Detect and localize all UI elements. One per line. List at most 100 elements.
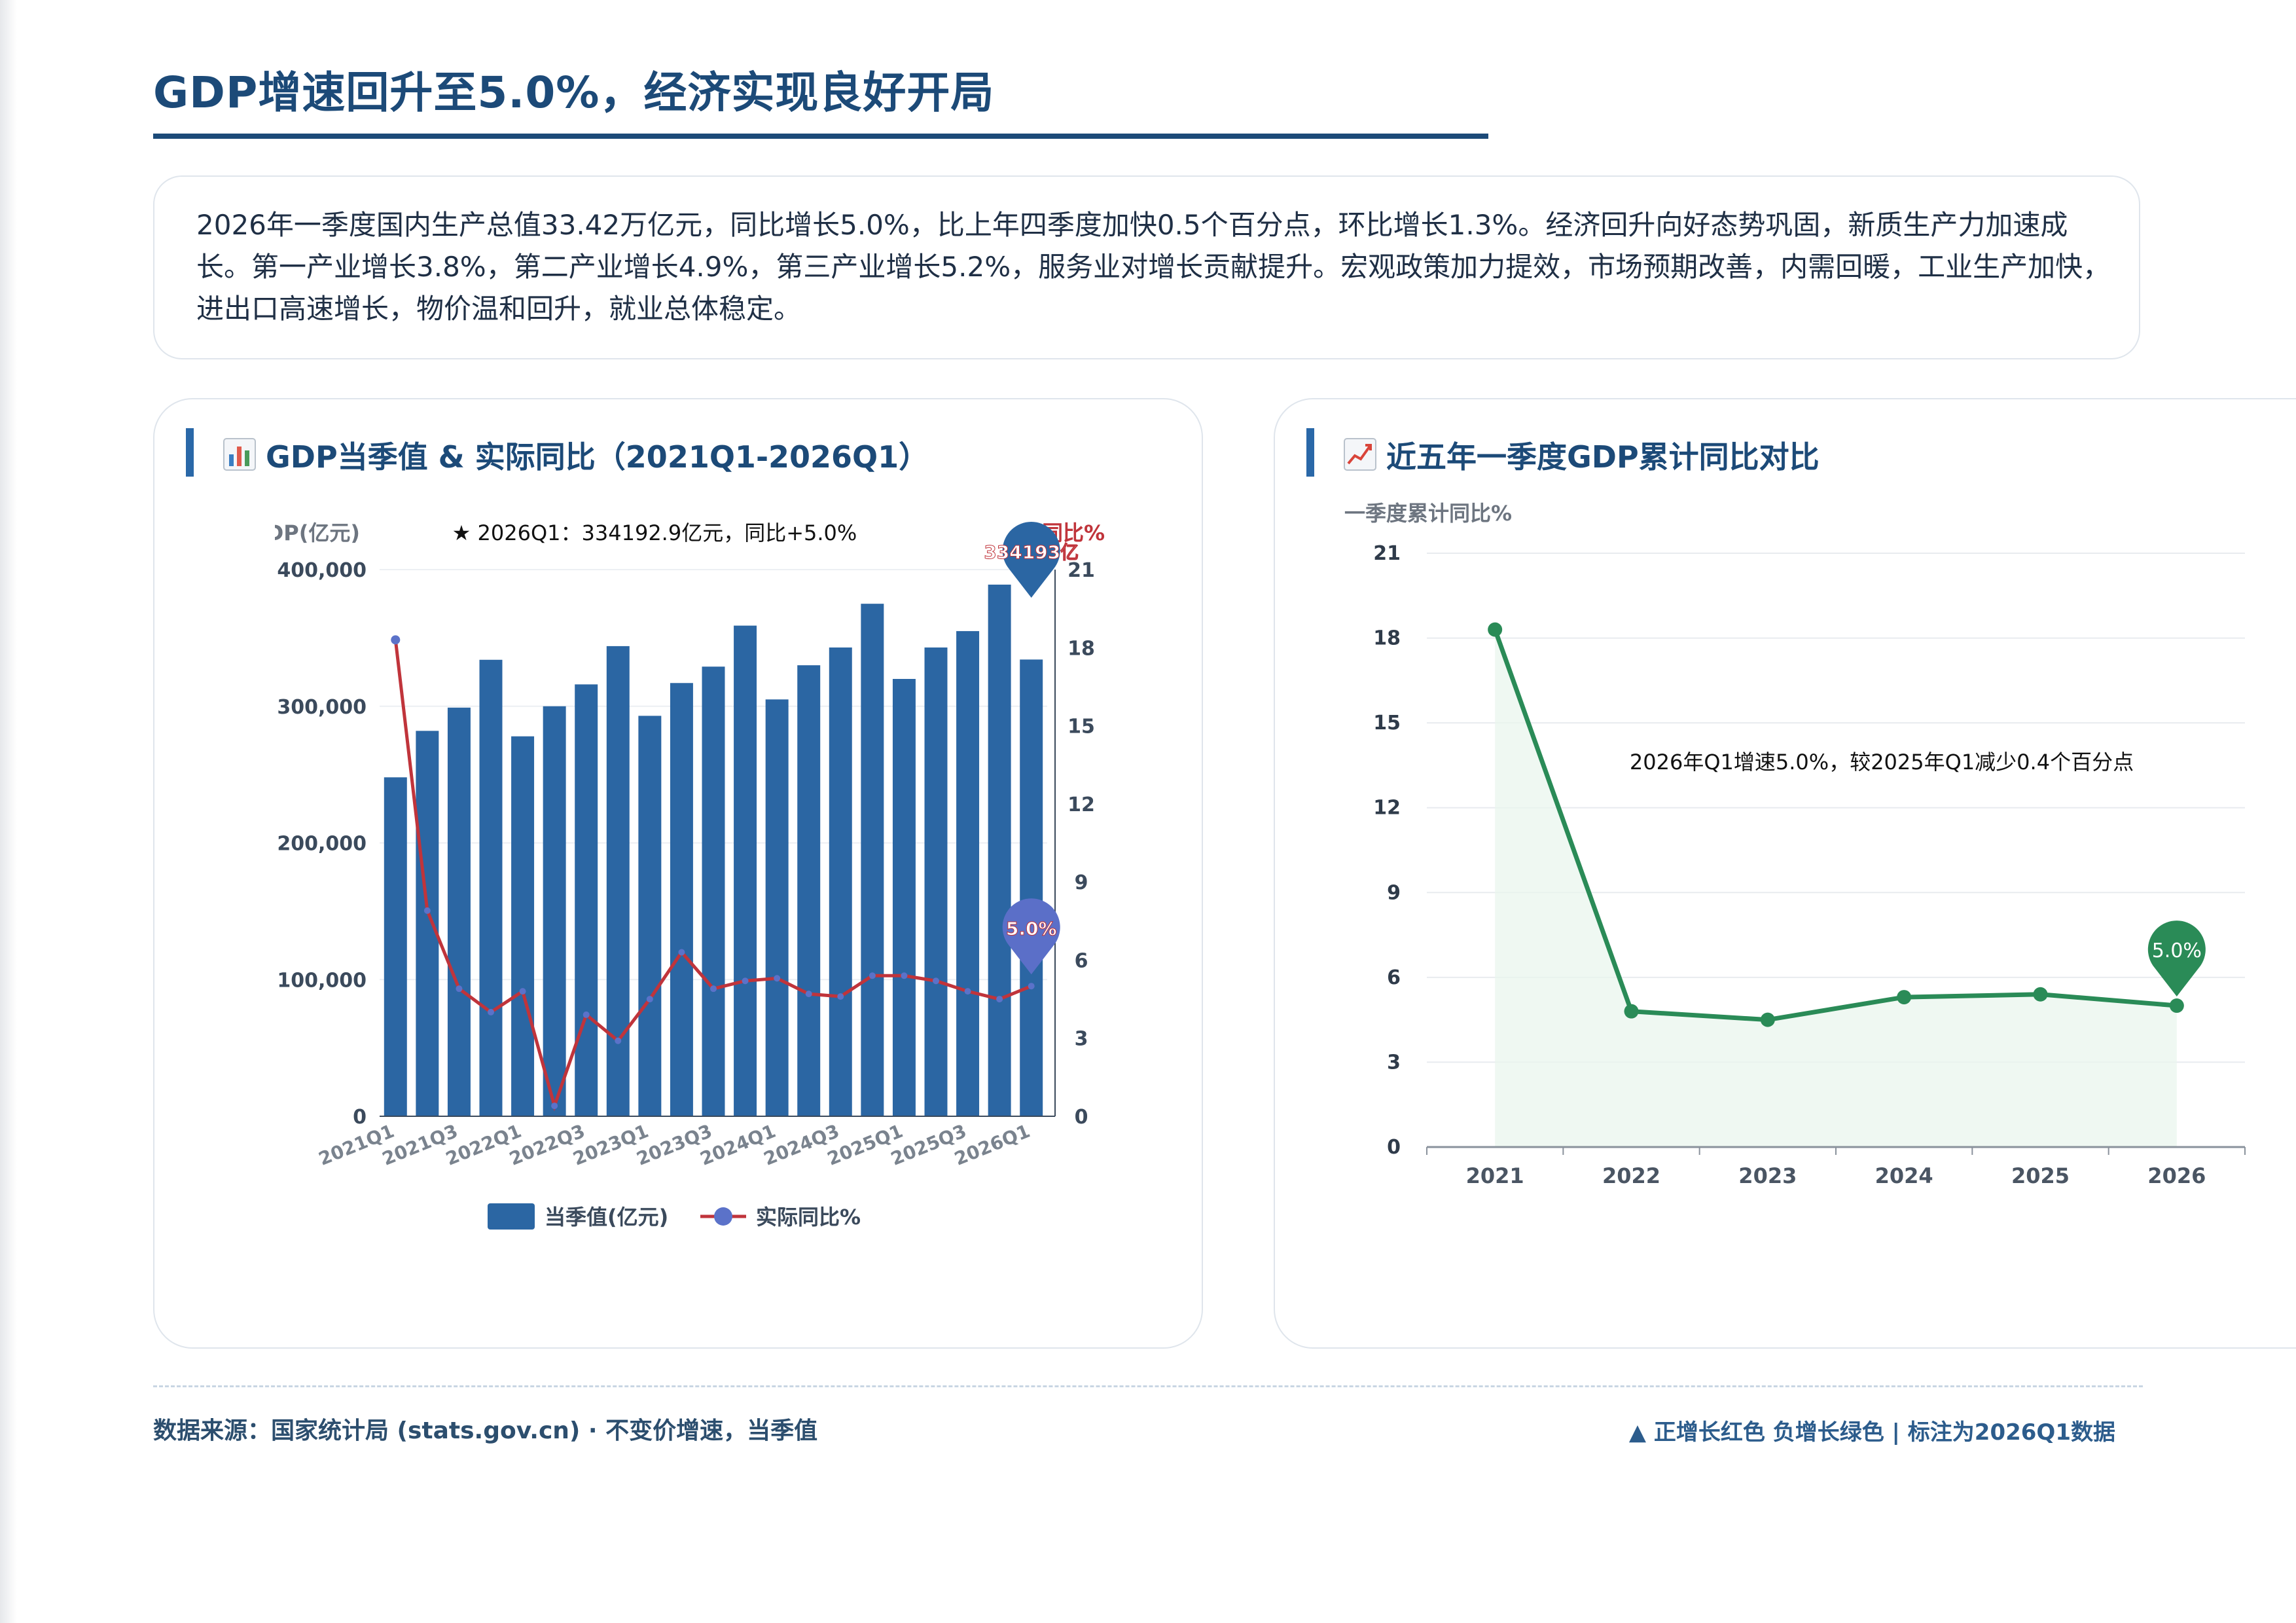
yoy-point <box>551 1103 558 1110</box>
yoy-line <box>1492 629 2178 1023</box>
page-title: GDP增速回升至5.0%，经济实现良好开局 <box>153 67 995 118</box>
y-tick-label: 100,000 <box>277 969 367 992</box>
yoy-marker-pin: 5.0% <box>1002 898 1060 975</box>
yoy-point <box>710 985 717 993</box>
y2-tick-label: 12 <box>1067 793 1095 816</box>
x-tick-label: 2021 <box>1466 1163 1524 1188</box>
gdp-bar <box>829 647 852 1116</box>
area-fill <box>1495 629 2177 1147</box>
legend-bar-swatch <box>488 1203 535 1230</box>
gdp-bar <box>416 731 439 1116</box>
left-card-accent-bar <box>186 428 194 477</box>
yoy-point <box>2033 987 2048 1002</box>
gdp-bar <box>924 647 948 1116</box>
gdp-bar <box>765 699 789 1116</box>
x-tick-label: 2022 <box>1602 1163 1660 1188</box>
footer-divider <box>153 1385 2143 1387</box>
yoy-point <box>1760 1012 1775 1027</box>
summary-text: 2026年一季度国内生产总值33.42万亿元，同比增长5.0%，比上年四季度加快… <box>196 209 2111 325</box>
yoy-point <box>678 949 685 956</box>
chart-legend: 当季值(亿元) 实际同比% <box>488 1203 861 1230</box>
gdp-bar <box>988 584 1011 1116</box>
legend-bar-label: 当季值(亿元) <box>545 1205 668 1230</box>
gdp-bar <box>575 684 598 1116</box>
yoy-point <box>933 977 939 985</box>
chart-annotation: 2026年Q1增速5.0%，较2025年Q1减少0.4个百分点 <box>1630 750 2134 775</box>
gdp-bar <box>956 630 980 1116</box>
y2-tick-label: 15 <box>1067 716 1095 739</box>
gdp-bar <box>702 666 725 1116</box>
y-tick-label: 200,000 <box>277 833 367 856</box>
yoy-point <box>583 1011 590 1018</box>
yoy-point <box>1624 1004 1639 1019</box>
y2-tick-label: 3 <box>1075 1028 1088 1051</box>
y2-tick-label: 18 <box>1067 637 1095 660</box>
footer-legend-note: ▲ 正增长红色 负增长绿色 | 标注为2026Q1数据 <box>1628 1419 2115 1446</box>
trend-chart-icon <box>1343 437 1377 479</box>
yoy-marker-pin: 5.0% <box>2147 921 2206 997</box>
gdp-bar <box>670 683 693 1116</box>
y2-tick-label: 9 <box>1075 871 1088 894</box>
y-tick-label: 0 <box>353 1106 367 1129</box>
bar-chart-icon <box>223 437 257 479</box>
yoy-point <box>1028 983 1035 990</box>
gdp-bar <box>638 716 662 1116</box>
gdp-bar <box>479 659 503 1116</box>
gdp-marker-pin: 334193亿 <box>984 522 1079 598</box>
gdp-bar <box>543 706 566 1116</box>
left-chart-title-text: GDP当季值 & 实际同比（2021Q1-2026Q1） <box>266 439 929 475</box>
chart-annotation: ★ 2026Q1：334192.9亿元，同比+5.0% <box>452 520 857 545</box>
yoy-marker-pin-label: 5.0% <box>2152 939 2202 962</box>
y2-tick-label: 0 <box>1075 1106 1088 1129</box>
left-chart-title: GDP当季值 & 实际同比（2021Q1-2026Q1） <box>223 433 929 479</box>
y-tick-label: 400,000 <box>277 559 367 582</box>
yoy-point <box>423 907 431 914</box>
yoy-point <box>996 996 1003 1003</box>
gdp-bar <box>606 646 630 1116</box>
gdp-bar <box>797 665 821 1116</box>
yoy-point <box>869 972 876 979</box>
y-tick-label: 15 <box>1373 712 1401 735</box>
y-tick-label: 6 <box>1387 966 1401 989</box>
gdp-bar <box>447 707 471 1116</box>
yoy-point <box>774 975 781 982</box>
gdp-bar <box>384 777 407 1116</box>
gdp-bar <box>1020 659 1043 1116</box>
yoy-point <box>646 996 653 1003</box>
yoy-point <box>615 1037 622 1044</box>
left-edge-shade <box>0 0 17 1623</box>
y-tick-label: 21 <box>1373 542 1401 565</box>
footer-source: 数据来源：国家统计局 (stats.gov.cn) · 不变价增速，当季值 <box>153 1417 818 1444</box>
gdp-combo-chart: GDP(亿元)同比%★ 2026Q1：334192.9亿元，同比+5.0%010… <box>275 520 1105 1230</box>
right-chart-title-text: 近五年一季度GDP累计同比对比 <box>1386 439 1820 475</box>
gdp-marker-pin-shape <box>1002 522 1060 598</box>
y-tick-label: 9 <box>1387 881 1401 904</box>
x-tick-label: 2024 <box>1875 1163 1933 1188</box>
yoy-point <box>742 977 749 985</box>
yoy-point <box>488 1008 494 1015</box>
right-card-accent-bar <box>1306 428 1314 477</box>
gdp-bar <box>511 736 535 1116</box>
y-tick-label: 3 <box>1387 1051 1401 1074</box>
y2-tick-label: 6 <box>1075 949 1088 972</box>
x-tick-label: 2026 <box>2147 1163 2206 1188</box>
yoy-point <box>837 993 844 1000</box>
summary-card <box>153 175 2140 359</box>
gdp-bar <box>892 679 916 1116</box>
title-divider <box>153 134 1488 139</box>
yoy-point <box>901 972 908 979</box>
yoy-marker-pin-label: 5.0% <box>1006 918 1057 939</box>
gdp-bar <box>734 625 757 1116</box>
yoy-point <box>964 988 971 995</box>
yoy-point <box>805 991 812 998</box>
y-tick-label: 0 <box>1387 1136 1401 1159</box>
y2-tick-label: 21 <box>1067 559 1095 582</box>
legend-line-label: 实际同比% <box>756 1205 861 1230</box>
left-y-axis-label: GDP(亿元) <box>275 520 360 545</box>
yoy-marker-pin-shape <box>2147 921 2206 997</box>
x-tick-label: 2025 <box>2011 1163 2070 1188</box>
right-chart-title: 近五年一季度GDP累计同比对比 <box>1343 433 1820 479</box>
yoy-point <box>1488 622 1503 637</box>
q1-yoy-line-chart: 一季度累计同比% 0 3 6 9 12 15 18 21 2021 2022 2023 2024 2025… <box>1344 501 2246 1188</box>
yoy-point <box>2169 998 2184 1013</box>
